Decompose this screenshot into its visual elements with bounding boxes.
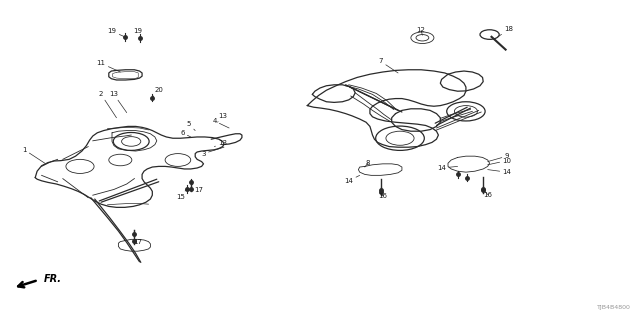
Text: 14: 14 [437,165,458,171]
Text: 6: 6 [180,130,191,137]
Text: 2: 2 [99,92,116,118]
Text: 9: 9 [488,153,509,162]
Text: 11: 11 [97,60,120,72]
Text: 4: 4 [212,118,229,128]
Text: 19: 19 [108,28,125,37]
Text: 5: 5 [187,121,195,131]
Text: 15: 15 [176,189,187,200]
Text: 17: 17 [191,182,203,193]
Text: 16: 16 [378,190,387,199]
Text: 12: 12 [417,28,426,35]
Text: 3: 3 [201,147,224,156]
Text: 13: 13 [109,92,127,113]
Text: 14: 14 [488,169,511,175]
Text: 18: 18 [498,27,513,37]
Text: 14: 14 [344,175,360,184]
Text: TJB4B4800: TJB4B4800 [596,305,630,310]
Text: 10: 10 [488,158,511,165]
Text: 8: 8 [365,160,371,167]
Text: 20: 20 [152,87,163,98]
Text: 16: 16 [483,189,492,197]
Text: 7: 7 [378,59,398,73]
Text: 1: 1 [22,147,45,163]
Text: 19: 19 [133,28,142,38]
Text: FR.: FR. [44,274,61,284]
Text: 13: 13 [218,113,227,122]
Text: 17: 17 [133,234,142,244]
Text: 13: 13 [214,140,227,147]
